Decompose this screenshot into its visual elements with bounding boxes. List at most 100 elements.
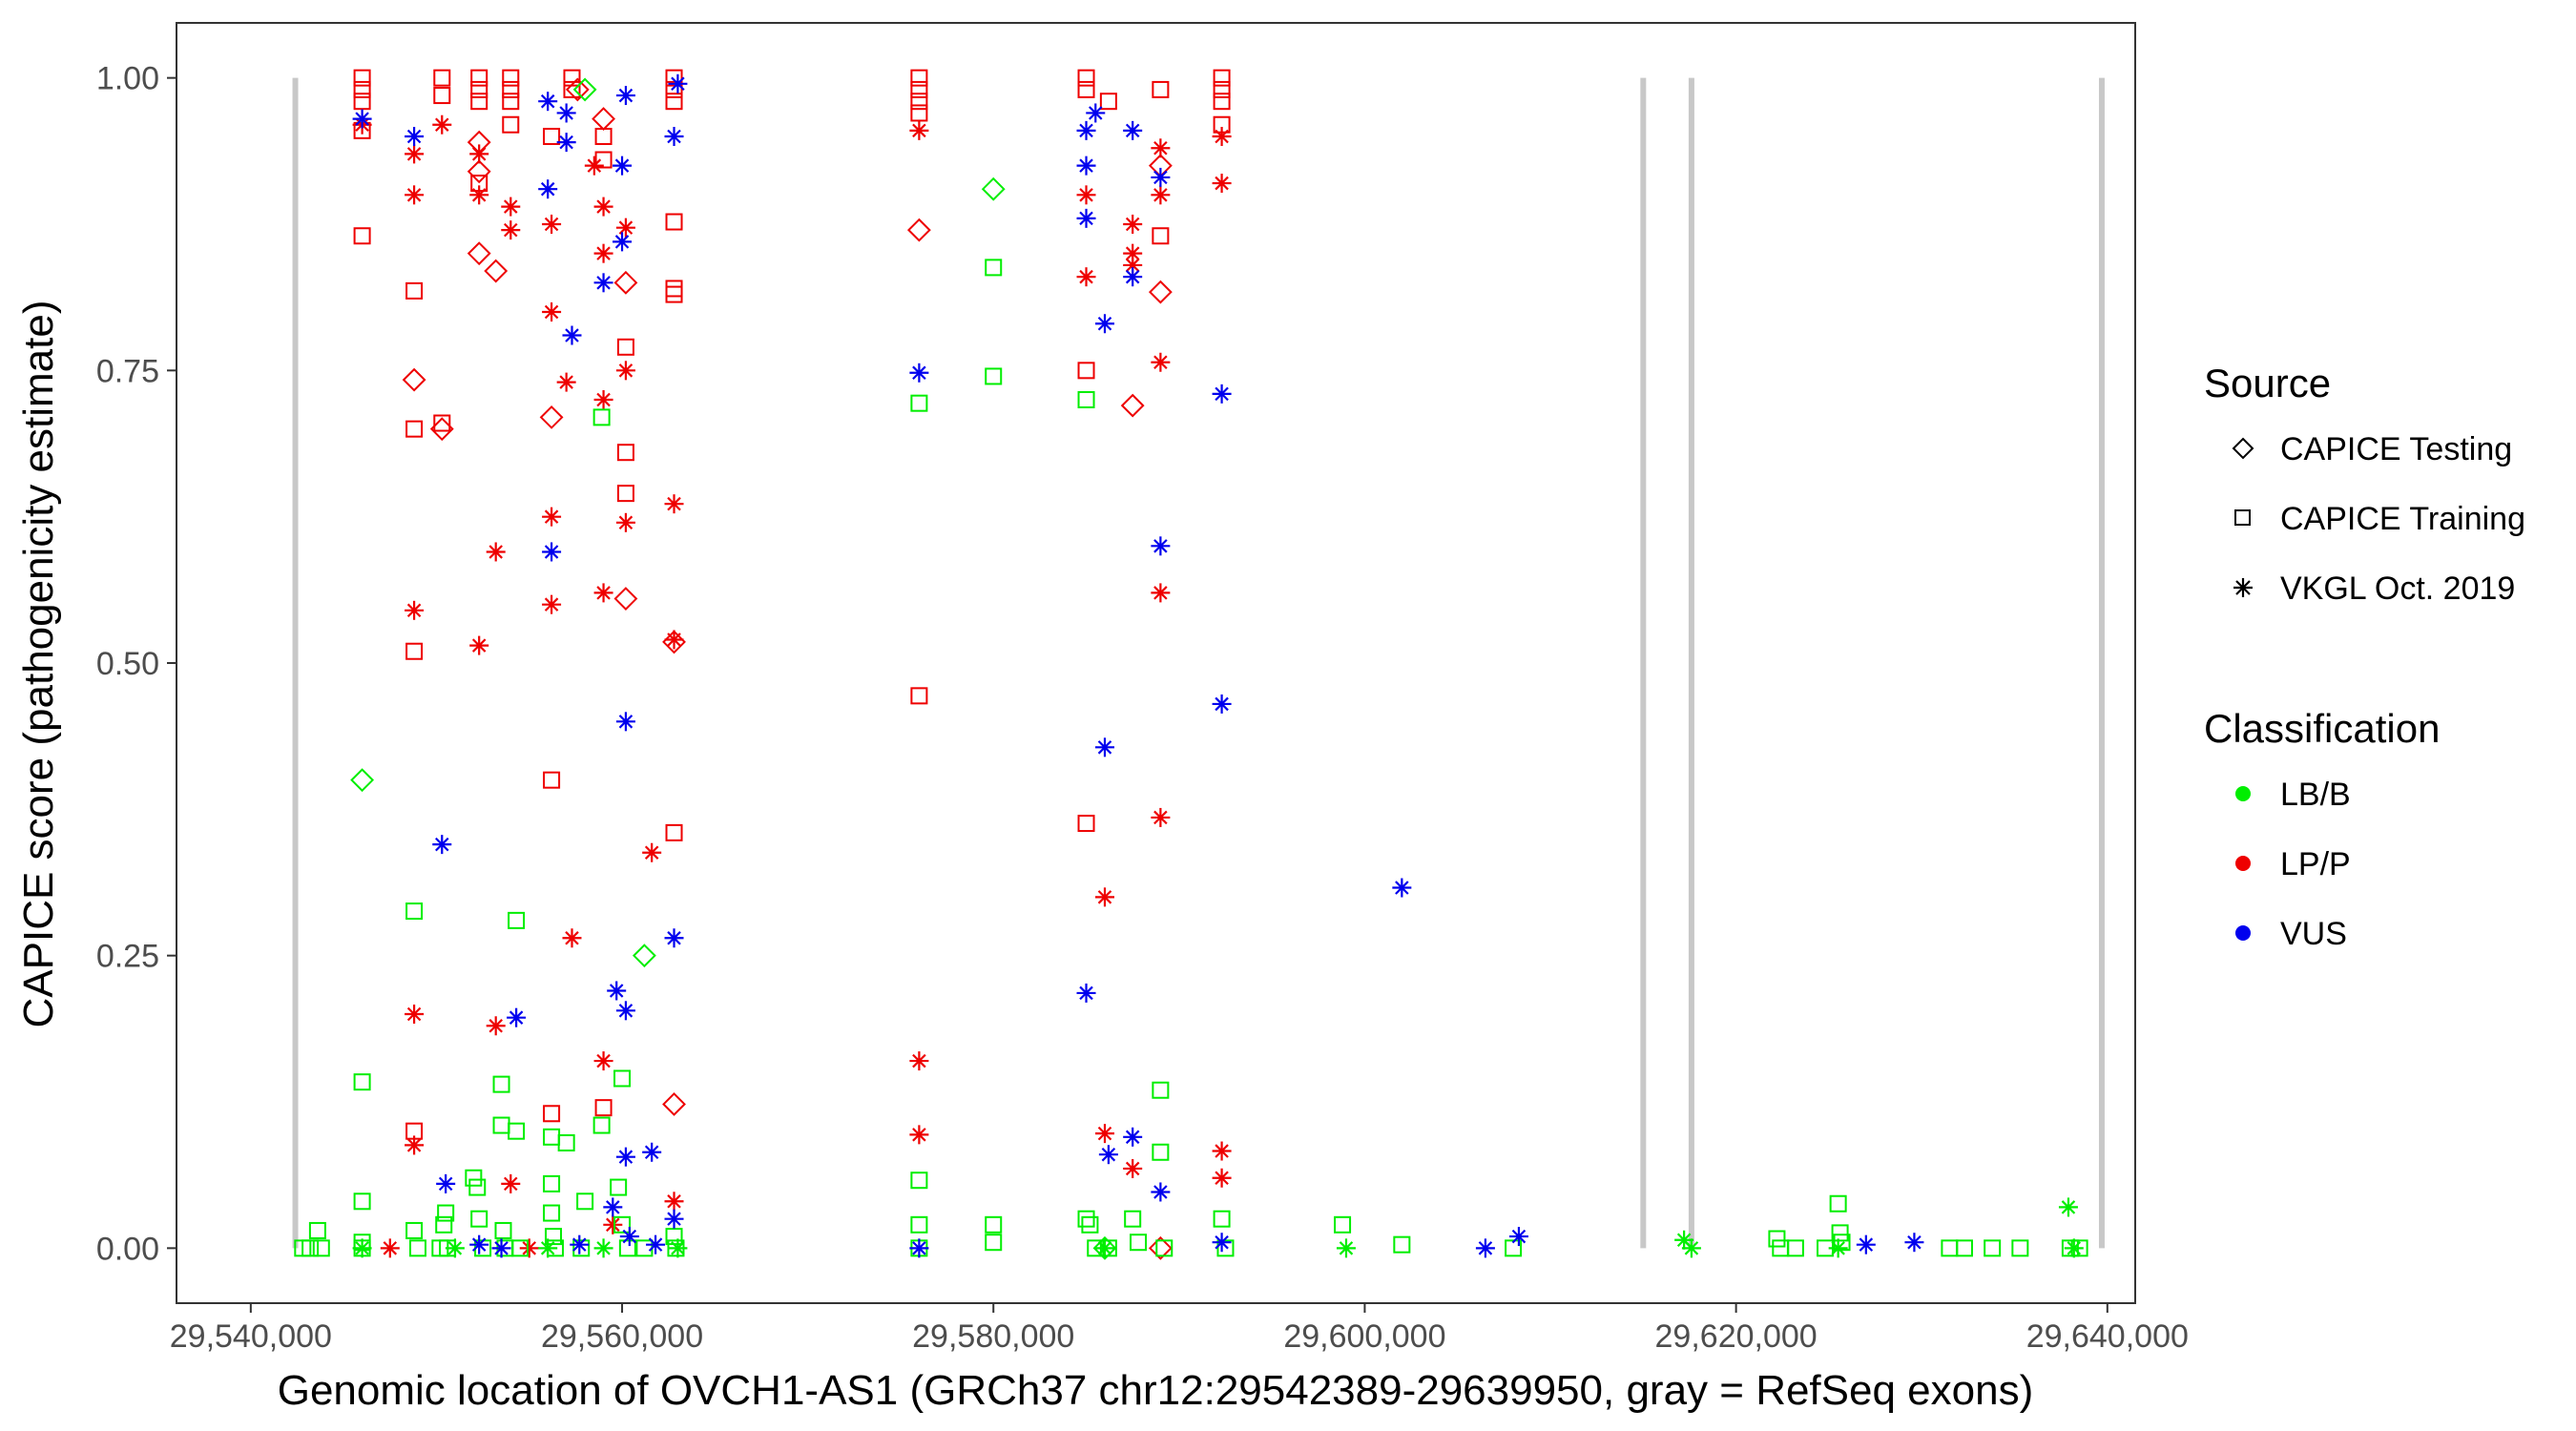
data-point (543, 127, 561, 145)
red-dot-icon (2235, 856, 2251, 871)
x-tick-label: 29,620,000 (1655, 1318, 1818, 1355)
data-point (1213, 93, 1231, 111)
data-point (593, 197, 613, 217)
data-point (594, 1099, 613, 1117)
data-point (1151, 185, 1171, 205)
data-point (437, 1204, 455, 1222)
data-point (1508, 1227, 1528, 1247)
data-point (484, 259, 509, 283)
y-tick-label: 0.75 (96, 353, 159, 389)
data-point (592, 1116, 611, 1134)
series-lb-b-vkgl-oct-2019 (352, 1197, 2084, 1258)
data-point (486, 1016, 506, 1036)
data-point (1151, 536, 1171, 556)
data-point (1831, 1224, 1849, 1242)
data-point (1092, 1235, 1117, 1260)
data-point (1393, 1235, 1411, 1254)
data-point (662, 630, 686, 654)
data-point (910, 93, 928, 111)
data-point (511, 1239, 530, 1257)
data-point (469, 1234, 489, 1255)
data-point (619, 1227, 639, 1247)
data-point (985, 367, 1003, 385)
green-dot-icon (2235, 786, 2251, 801)
data-point (1213, 69, 1231, 87)
series-lp-p-capice-training (353, 69, 1231, 1140)
data-point (1148, 1235, 1173, 1260)
data-point (592, 107, 615, 132)
data-point (613, 270, 638, 295)
data-point (1984, 1239, 2002, 1257)
data-point (543, 1204, 561, 1222)
data-point (665, 823, 683, 841)
data-point (470, 1210, 488, 1228)
y-axis: 0.00 0.25 0.50 0.75 1.00 (96, 61, 177, 1267)
data-point (1094, 887, 1114, 907)
data-point (492, 1075, 510, 1093)
data-point (1094, 737, 1114, 757)
data-point (1123, 214, 1143, 234)
data-point (985, 1215, 1003, 1234)
data-point (632, 944, 656, 968)
data-point (1856, 1234, 1876, 1255)
data-point (556, 103, 576, 123)
data-point (1152, 227, 1170, 245)
data-point (616, 338, 634, 356)
data-point (664, 1209, 684, 1229)
exon-markers (292, 77, 2105, 1249)
data-point (1151, 138, 1171, 158)
data-point (1212, 1233, 1232, 1253)
data-point (565, 77, 590, 102)
legend-item-vkgl: VKGL Oct. 2019 (2233, 570, 2515, 607)
data-point (1212, 174, 1232, 194)
data-point (1392, 878, 1412, 898)
data-point (405, 902, 424, 921)
data-point (1094, 1124, 1114, 1144)
data-point (542, 301, 562, 321)
data-point (353, 1192, 371, 1211)
data-point (664, 928, 684, 948)
data-point (1077, 1210, 1095, 1228)
data-point (1475, 1238, 1495, 1258)
data-point (469, 144, 489, 164)
x-tick-label: 29,580,000 (912, 1318, 1074, 1355)
legend-label-lp-p: LP/P (2280, 846, 2351, 882)
data-point (2058, 1197, 2078, 1217)
data-point (465, 1169, 483, 1187)
data-point (1098, 1145, 1118, 1165)
data-point (542, 542, 562, 562)
data-point (668, 73, 688, 93)
data-point (1076, 267, 1096, 287)
data-point (405, 185, 425, 205)
data-point (470, 80, 488, 98)
data-point (467, 159, 491, 184)
data-point (1123, 120, 1143, 140)
data-point (353, 69, 371, 87)
data-point (616, 485, 634, 503)
data-point (665, 280, 683, 298)
data-point (469, 185, 489, 205)
data-point (910, 104, 928, 122)
data-point (1076, 120, 1096, 140)
data-point (491, 1238, 511, 1258)
data-point (519, 1238, 539, 1258)
data-point (1152, 80, 1170, 98)
data-point (1151, 1182, 1171, 1202)
data-point (562, 928, 582, 948)
data-point (1786, 1239, 1804, 1257)
data-point (312, 1239, 330, 1257)
data-point (405, 1005, 425, 1025)
data-point (618, 1239, 636, 1257)
data-point (646, 1234, 666, 1255)
data-point (909, 1125, 929, 1145)
data-point (665, 80, 683, 98)
data-point (1833, 1234, 1851, 1252)
data-point (1076, 208, 1096, 228)
data-point (665, 69, 683, 87)
data-point (405, 420, 424, 438)
legend-item-vus: VUS (2235, 916, 2347, 952)
data-point (603, 1197, 623, 1217)
data-point (501, 1173, 521, 1193)
data-point (402, 367, 426, 392)
data-point (1130, 1234, 1148, 1252)
